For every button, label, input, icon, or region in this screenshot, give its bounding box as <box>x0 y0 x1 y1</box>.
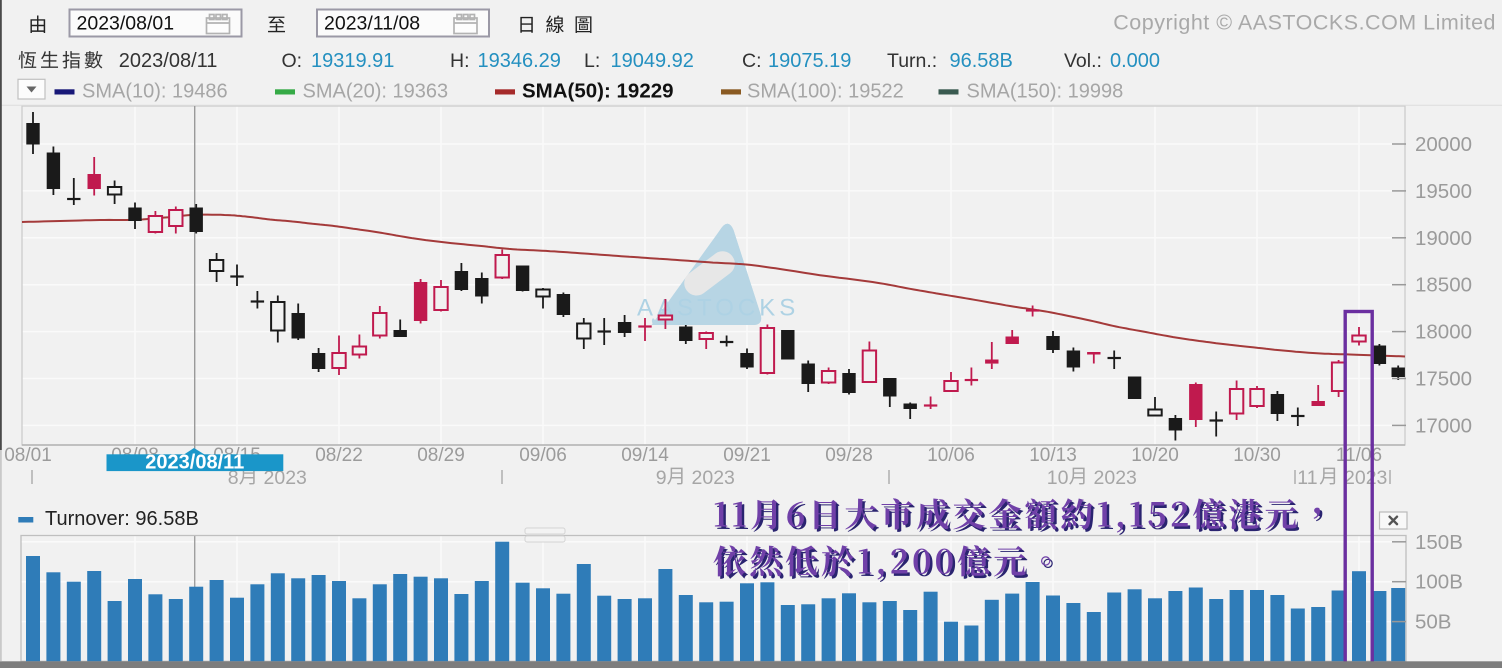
svg-text:18500: 18500 <box>1415 274 1472 297</box>
svg-text:2023/08/01: 2023/08/01 <box>77 13 175 35</box>
svg-text:96.58B: 96.58B <box>950 50 1013 72</box>
svg-text:11: 11 <box>1297 467 1317 489</box>
svg-text:SMA(20): 19363: SMA(20): 19363 <box>303 81 449 103</box>
svg-text:2023/11/08: 2023/11/08 <box>324 13 420 35</box>
svg-text:19319.91: 19319.91 <box>311 50 394 72</box>
svg-text:SMA(50): 19229: SMA(50): 19229 <box>522 80 674 103</box>
svg-text:10: 10 <box>1047 467 1069 489</box>
svg-text:2023: 2023 <box>1088 467 1137 489</box>
svg-text:08/01: 08/01 <box>4 445 52 466</box>
svg-text:10/06: 10/06 <box>927 445 975 466</box>
svg-text:8: 8 <box>228 467 239 489</box>
svg-text:10/13: 10/13 <box>1029 445 1077 466</box>
svg-text:09/06: 09/06 <box>519 445 567 466</box>
svg-text:19500: 19500 <box>1415 180 1472 203</box>
svg-text:100B: 100B <box>1415 571 1463 594</box>
svg-text:Turn.:: Turn.: <box>887 50 937 72</box>
svg-text:08/29: 08/29 <box>417 445 465 466</box>
svg-text:10/30: 10/30 <box>1233 445 1281 466</box>
svg-text:SMA(10): 19486: SMA(10): 19486 <box>82 81 228 103</box>
svg-text:L:: L: <box>584 50 600 72</box>
svg-text:09/14: 09/14 <box>621 445 669 466</box>
svg-text:19000: 19000 <box>1415 227 1472 250</box>
svg-text:H:: H: <box>450 50 470 72</box>
svg-text:9: 9 <box>656 467 667 489</box>
svg-text:2023: 2023 <box>686 467 735 489</box>
svg-text:09/21: 09/21 <box>723 445 771 466</box>
svg-text:50B: 50B <box>1415 611 1451 634</box>
svg-text:Copyright © AASTOCKS.COM Limit: Copyright © AASTOCKS.COM Limited <box>1113 11 1496 35</box>
svg-text:17500: 17500 <box>1415 368 1472 391</box>
svg-text:19049.92: 19049.92 <box>611 50 694 72</box>
svg-text:C:: C: <box>742 50 762 72</box>
svg-text:08/22: 08/22 <box>315 445 363 466</box>
svg-text:2023/08/11: 2023/08/11 <box>119 50 218 72</box>
svg-text:O:: O: <box>282 50 303 72</box>
svg-text:20000: 20000 <box>1415 133 1472 156</box>
svg-text:SMA(100): 19522: SMA(100): 19522 <box>747 81 904 103</box>
svg-text:10/20: 10/20 <box>1131 445 1179 466</box>
svg-text:2023/08/11: 2023/08/11 <box>145 452 244 474</box>
svg-text:11/06: 11/06 <box>1336 445 1382 466</box>
svg-text:09/28: 09/28 <box>825 445 873 466</box>
svg-text:19346.29: 19346.29 <box>478 50 561 72</box>
svg-text:150B: 150B <box>1415 531 1463 554</box>
svg-text:Turnover: 96.58B: Turnover: 96.58B <box>45 508 199 530</box>
svg-text:SMA(150): 19998: SMA(150): 19998 <box>967 81 1124 103</box>
svg-text:2023: 2023 <box>1339 467 1388 489</box>
svg-text:19075.19: 19075.19 <box>768 50 851 72</box>
svg-text:17000: 17000 <box>1415 414 1472 437</box>
svg-text:Vol.:: Vol.: <box>1064 50 1102 72</box>
svg-text:18000: 18000 <box>1415 321 1472 344</box>
svg-text:0.000: 0.000 <box>1110 50 1160 72</box>
svg-text:2023: 2023 <box>258 467 307 489</box>
